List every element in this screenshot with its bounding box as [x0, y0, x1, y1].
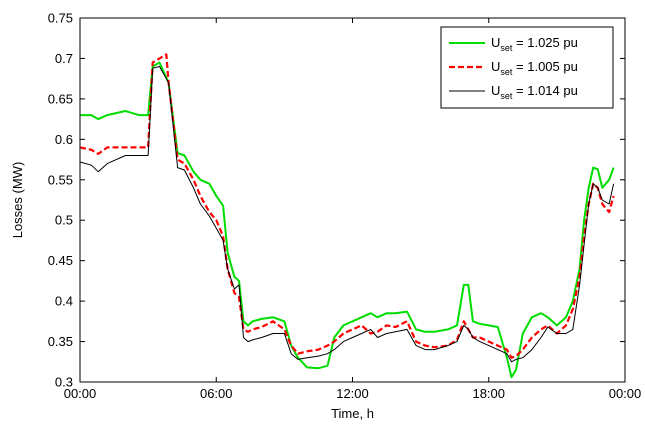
y-tick-label: 0.7 — [55, 51, 73, 66]
x-tick-label: 00:00 — [64, 386, 97, 401]
x-tick-label: 06:00 — [200, 386, 233, 401]
y-tick-label: 0.3 — [55, 375, 73, 390]
x-axis-label: Time, h — [331, 406, 374, 421]
legend-label-2: Uset = 1.005 pu — [491, 59, 578, 77]
y-tick-label: 0.6 — [55, 132, 73, 147]
series-line-1 — [80, 61, 615, 379]
x-axis: 00:00 06:00 12:00 18:00 00:00 — [64, 18, 642, 401]
y-axis-label: Losses (MW) — [10, 162, 25, 239]
y-tick-label: 0.4 — [55, 294, 73, 309]
y-axis: 0.3 0.35 0.4 0.45 0.5 0.55 0.6 0.65 0.7 0.75 — [48, 11, 625, 390]
x-tick-label: 18:00 — [472, 386, 505, 401]
series-layer — [79, 53, 615, 379]
x-tick-label: 12:00 — [336, 386, 369, 401]
legend: Uset = 1.025 pu Uset = 1.005 pu Uset = 1.0… — [440, 26, 614, 109]
y-tick-label: 0.75 — [48, 11, 73, 26]
y-tick-label: 0.5 — [55, 213, 73, 228]
x-tick-label: 00:00 — [609, 386, 642, 401]
y-tick-label: 0.45 — [48, 253, 73, 268]
series-line-2 — [79, 53, 615, 359]
y-tick-label: 0.55 — [48, 172, 73, 187]
legend-label-1: Uset = 1.025 pu — [491, 35, 578, 53]
y-tick-label: 0.65 — [48, 91, 73, 106]
y-tick-label: 0.35 — [48, 334, 73, 349]
legend-label-3: Uset = 1.014 pu — [491, 83, 578, 101]
series-line-3 — [79, 66, 615, 363]
